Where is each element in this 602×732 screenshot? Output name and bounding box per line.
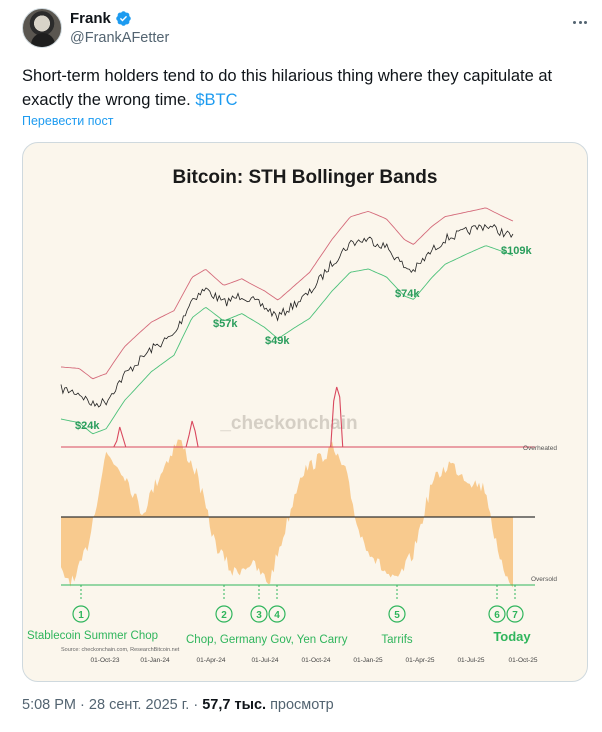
meta-separator-2: · [193, 697, 199, 713]
event-number: 2 [221, 610, 227, 621]
cashtag-link[interactable]: $BTC [195, 91, 238, 109]
x-axis: 01-Oct-23 01-Jan-24 01-Apr-24 01-Jul-24 01-O… [91, 657, 538, 664]
event-number: 3 [256, 610, 262, 621]
x-tick-label: 01-Oct-23 [91, 657, 120, 664]
event-label: Stablecoin Summer Chop [27, 630, 158, 642]
x-tick-label: 01-Apr-24 [197, 657, 226, 664]
oversold-label: Oversold [531, 576, 557, 583]
tweet-meta: 5:08 PM · 28 сент. 2025 г. · 57,7 тыс. п… [22, 697, 334, 713]
event-number: 1 [78, 610, 84, 621]
overheated-label: Overheated [523, 445, 557, 452]
display-name[interactable]: Frank [70, 10, 111, 27]
event-number: 7 [512, 610, 518, 621]
event-circle [488, 605, 506, 623]
chart-image-card[interactable]: Bitcoin: STH Bollinger Bands _checkoncha… [22, 142, 588, 682]
translate-link[interactable]: Перевести пост [22, 114, 114, 128]
x-tick-label: 01-Jan-24 [140, 657, 170, 664]
x-tick-label: 01-Oct-25 [509, 657, 538, 664]
author-handle[interactable]: @FrankAFetter [70, 30, 170, 46]
chart-title: Bitcoin: STH Bollinger Bands [173, 167, 438, 188]
oscillator-panel: Overheated Oversold [61, 386, 557, 588]
today-label: Today [493, 629, 531, 644]
event-label: Tarrifs [381, 634, 413, 646]
lower-band-line [60, 245, 514, 435]
x-tick-label: 01-Jul-25 [457, 657, 484, 664]
price-labels: $24k $57k $49k $74k $109k [75, 245, 532, 432]
price-label: $24k [75, 420, 100, 432]
event-circle [388, 605, 406, 623]
tweet-text: Short-term holders tend to do this hilar… [22, 64, 582, 112]
author-name-row: Frank [70, 10, 132, 27]
x-tick-label: 01-Jan-25 [353, 657, 383, 664]
bollinger-chart: Bitcoin: STH Bollinger Bands _checkoncha… [27, 167, 557, 664]
event-number: 5 [394, 610, 400, 621]
event-number: 4 [274, 610, 280, 621]
event-markers: 1 2 3 4 5 6 7 Stablecoin Summer Chop Chop, Germa… [27, 585, 531, 646]
event-number: 6 [494, 610, 500, 621]
oscillator-fill [61, 439, 513, 588]
more-options-icon[interactable] [568, 12, 592, 32]
chart-source: Source: checkonchain.com, ResearchBitcoi… [61, 647, 180, 653]
avatar[interactable] [22, 8, 62, 48]
event-group-label: Chop, Germany Gov, Yen Carry [186, 634, 348, 646]
overheated-spike [330, 386, 344, 448]
price-line [60, 223, 514, 408]
verified-badge-icon [116, 11, 131, 26]
event-circle [250, 605, 268, 623]
overheated-spike [185, 420, 199, 448]
tweet-date[interactable]: 28 сент. 2025 г. [88, 697, 190, 713]
x-tick-label: 01-Jul-24 [251, 657, 278, 664]
chart-watermark: _checkonchain [219, 413, 357, 434]
tweet-time[interactable]: 5:08 PM [22, 697, 76, 713]
price-label: $57k [213, 318, 238, 330]
x-tick-label: 01-Oct-24 [302, 657, 331, 664]
price-label: $74k [395, 288, 420, 300]
event-circle [268, 605, 286, 623]
views-label: просмотр [270, 697, 334, 713]
meta-separator: · [80, 697, 85, 713]
event-circle [215, 605, 233, 623]
x-tick-label: 01-Apr-25 [406, 657, 435, 664]
tweet-body: Short-term holders tend to do this hilar… [22, 67, 553, 109]
event-circle [506, 605, 524, 623]
price-label: $49k [265, 335, 290, 347]
price-label: $109k [501, 245, 532, 257]
overheated-spike [113, 426, 127, 448]
price-panel [60, 207, 514, 435]
upper-band-line [60, 207, 514, 380]
event-circle [72, 605, 90, 623]
tweet-header: Frank @FrankAFetter [22, 8, 592, 54]
views-count: 57,7 тыс. [202, 697, 267, 713]
